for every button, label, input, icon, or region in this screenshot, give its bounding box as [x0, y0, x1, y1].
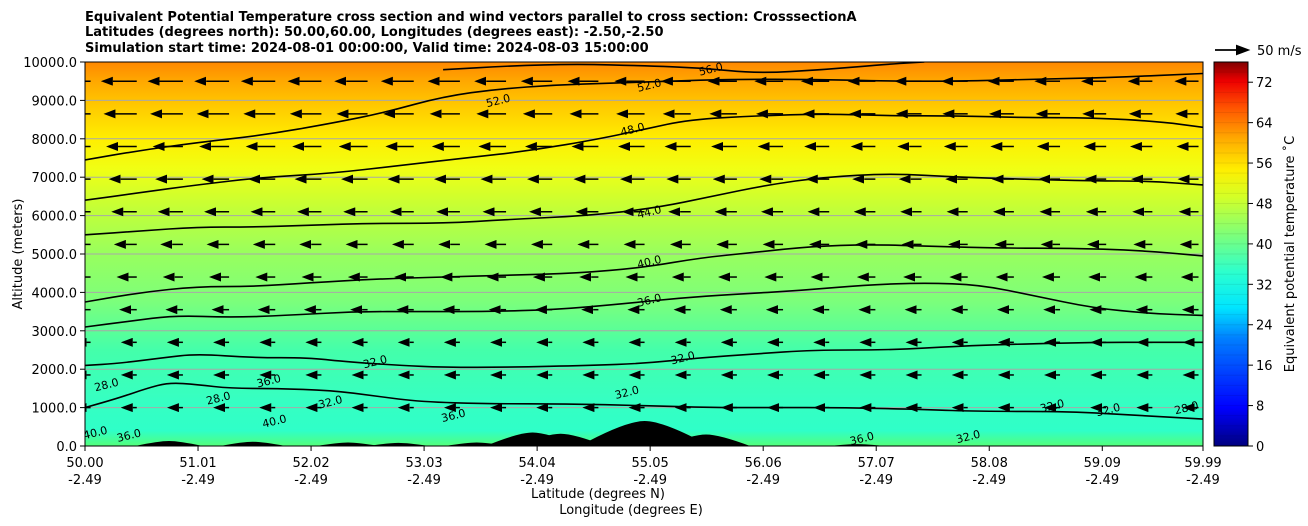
terrain-peak [515, 433, 606, 446]
y-tick-label: 1000.0 [32, 402, 78, 417]
contour-label: 28.0 [1173, 399, 1200, 418]
contour-label: 44.0 [636, 203, 663, 222]
colorbar-tick-label: 40 [1256, 238, 1273, 253]
chart-title-line-1: Equivalent Potential Temperature cross s… [85, 10, 857, 25]
y-axis-ticks: 0.0 1000.0 2000.0 3000.0 4000.0 5000.0 6000.0 7… [23, 56, 85, 455]
terrain-peak [135, 441, 203, 446]
contour-label: 28.0 [205, 389, 232, 408]
colorbar-tick-label: 32 [1256, 278, 1273, 293]
terrain-peak [316, 442, 380, 446]
y-tick-label: 2000.0 [32, 363, 78, 378]
chart-title-line-3: Simulation start time: 2024-08-01 00:00:… [85, 41, 649, 56]
contour-label: 36.0 [636, 291, 663, 310]
colorbar-ticks: 0 8 16 24 32 40 48 56 64 72 [1248, 76, 1273, 455]
x-tick-label-lat: 50.00 [66, 456, 103, 471]
contour-line-36 [85, 282, 1203, 328]
x-tick-label-lat: 55.05 [632, 456, 669, 471]
y-tick-label: 10000.0 [23, 56, 77, 71]
contour-label: 28.0 [93, 376, 120, 395]
x-tick-label-lat: 53.03 [405, 456, 442, 471]
colorbar-tick-label: 24 [1256, 319, 1273, 334]
contour-labels: 56.052.052.048.044.040.036.032.032.032.0… [82, 62, 1200, 448]
colorbar-tick-label: 0 [1256, 440, 1264, 455]
colorbar-tick-label: 72 [1256, 76, 1273, 91]
colorbar-tick-label: 16 [1256, 359, 1273, 374]
x-tick-label-lat: 59.99 [1184, 456, 1221, 471]
x-axis-label-longitude: Longitude (degrees E) [559, 503, 703, 518]
x-tick-label-lat: 51.01 [179, 456, 216, 471]
contour-label: 52.0 [636, 76, 663, 95]
x-tick-label-lat: 58.08 [971, 456, 1008, 471]
y-tick-label: 3000.0 [32, 325, 78, 340]
colorbar-frame [1213, 61, 1249, 447]
contour-line-40 [85, 244, 1203, 303]
contour-label: 32.0 [1039, 397, 1066, 416]
x-tick-label-lon: -2.49 [294, 473, 328, 488]
y-tick-label: 0.0 [56, 440, 77, 455]
terrain-peak [367, 442, 430, 446]
chart-title-line-2: Latitudes (degrees north): 50.00,60.00, … [85, 25, 664, 40]
terrain-peak [220, 441, 286, 446]
plot-area: 56.052.052.048.044.040.036.032.032.032.0… [82, 62, 1203, 448]
y-axis-label: Altitude (meters) [11, 199, 26, 310]
x-tick-label-lat: 56.06 [745, 456, 782, 471]
contour-line-56 [443, 62, 925, 74]
x-axis-label-latitude: Latitude (degrees N) [531, 487, 665, 502]
x-tick-label-lat: 54.04 [519, 456, 556, 471]
contour-label: 32.0 [955, 428, 982, 447]
contour-label: 32.0 [362, 353, 389, 372]
contour-line-32 [85, 341, 1203, 369]
contour-label: 32.0 [613, 383, 640, 402]
colorbar-tick-label: 8 [1256, 400, 1264, 415]
quiver-key-label: 50 m/s [1257, 44, 1302, 59]
y-tick-label: 7000.0 [32, 171, 78, 186]
terrain-peak [662, 434, 751, 446]
contour-label: 40.0 [82, 424, 109, 443]
contour-label: 36.0 [115, 426, 142, 445]
x-tick-label-lon: -2.49 [68, 473, 102, 488]
contour-label: 40.0 [261, 412, 288, 431]
contour-label: 36.0 [255, 372, 282, 391]
x-tick-label-lon: -2.49 [746, 473, 780, 488]
colorbar [1214, 62, 1248, 446]
x-tick-label-lat: 59.09 [1084, 456, 1121, 471]
x-tick-label-lat: 52.02 [292, 456, 329, 471]
contour-label: 32.0 [669, 349, 696, 368]
colorbar-label: Equivalent potential temperature ˚C [1282, 136, 1298, 372]
colorbar-tick-label: 64 [1256, 117, 1273, 132]
contour-label: 48.0 [619, 120, 646, 139]
x-tick-label-lat: 57.07 [858, 456, 895, 471]
x-tick-label-lon: -2.49 [407, 473, 441, 488]
contour-label: 32.0 [1095, 401, 1122, 420]
y-tick-label: 9000.0 [32, 94, 78, 109]
contour-label: 36.0 [848, 429, 875, 448]
x-tick-label-lon: -2.49 [633, 473, 667, 488]
contour-label: 32.0 [317, 393, 344, 412]
colorbar-tick-label: 48 [1256, 197, 1273, 212]
quiver-key: 50 m/s [1215, 44, 1302, 59]
colorbar-bands [1214, 71, 1248, 437]
x-tick-label-lon: -2.49 [972, 473, 1006, 488]
x-tick-label-lon: -2.49 [859, 473, 893, 488]
x-axis-ticks: 50.00 -2.49 51.01 -2.49 52.02 -2.49 53.03 -2.49… [66, 446, 1222, 488]
x-tick-label-lon: -2.49 [1085, 473, 1119, 488]
wind-vectors [85, 76, 1199, 413]
y-tick-label: 4000.0 [32, 286, 78, 301]
y-tick-label: 8000.0 [32, 133, 78, 148]
x-tick-label-lon: -2.49 [181, 473, 215, 488]
x-tick-label-lon: -2.49 [1186, 473, 1220, 488]
colorbar-tick-label: 56 [1256, 157, 1273, 172]
y-tick-label: 5000.0 [32, 248, 78, 263]
y-tick-label: 6000.0 [32, 210, 78, 225]
x-tick-label-lon: -2.49 [520, 473, 554, 488]
contour-label: 36.0 [440, 406, 467, 425]
contour-label: 52.0 [485, 92, 512, 111]
contour-label: 40.0 [636, 253, 663, 272]
